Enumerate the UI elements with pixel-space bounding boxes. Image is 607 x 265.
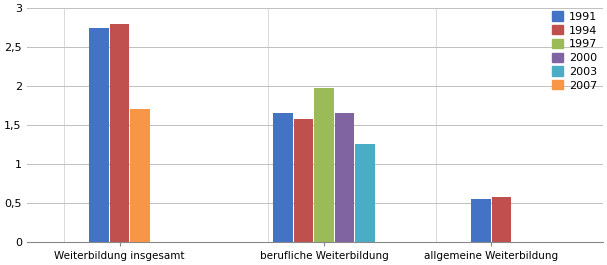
Bar xyxy=(472,199,491,242)
Bar xyxy=(314,89,334,242)
Bar xyxy=(131,109,150,242)
Bar xyxy=(110,24,129,242)
Bar xyxy=(89,28,109,242)
Bar xyxy=(492,197,511,242)
Bar xyxy=(335,113,354,242)
Bar xyxy=(273,113,293,242)
Legend: 1991, 1994, 1997, 2000, 2003, 2007: 1991, 1994, 1997, 2000, 2003, 2007 xyxy=(552,11,597,91)
Bar xyxy=(355,144,375,242)
Bar xyxy=(294,119,313,242)
